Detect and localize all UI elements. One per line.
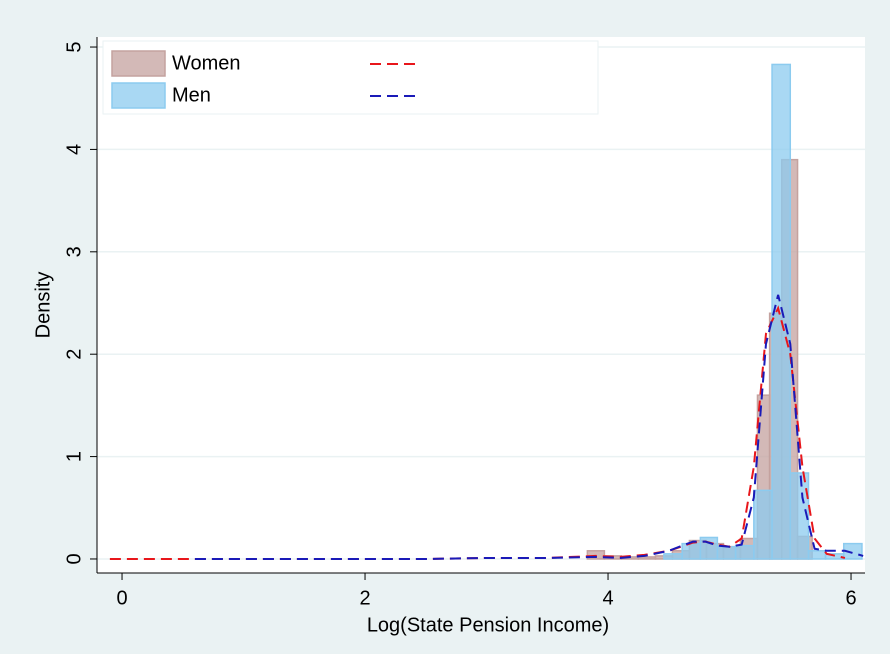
histogram-bar	[734, 544, 755, 560]
histogram-bar	[663, 553, 683, 560]
histogram-bar	[807, 550, 827, 560]
legend-label: Men	[172, 84, 211, 106]
histogram-bar	[753, 489, 773, 560]
legend-swatch	[111, 50, 166, 77]
x-tick-label: 4	[602, 587, 613, 609]
y-tick-label: 0	[63, 553, 85, 564]
legend: Women Men	[102, 40, 599, 115]
legend-box	[102, 40, 599, 115]
plot-area	[97, 37, 865, 573]
histogram-bar	[637, 556, 657, 560]
histogram-bar	[681, 542, 702, 560]
y-tick-label: 5	[63, 41, 85, 52]
legend-swatch	[111, 82, 166, 109]
y-axis-title: Density	[32, 272, 54, 339]
density-line	[194, 294, 864, 560]
y-tick-label: 2	[63, 349, 85, 360]
histogram-bar	[586, 550, 606, 560]
histogram-bar	[789, 472, 810, 560]
y-tick-label: 3	[63, 246, 85, 257]
x-tick-label: 6	[845, 587, 856, 609]
histogram-bar	[771, 63, 792, 560]
histogram-bar	[716, 545, 737, 560]
y-tick-label: 1	[63, 451, 85, 462]
y-tick-label: 4	[63, 144, 85, 155]
x-axis-title: Log(State Pension Income)	[367, 614, 609, 636]
x-tick-label: 0	[116, 587, 127, 609]
x-tick-label: 2	[359, 587, 370, 609]
legend-label: Women	[172, 52, 241, 74]
